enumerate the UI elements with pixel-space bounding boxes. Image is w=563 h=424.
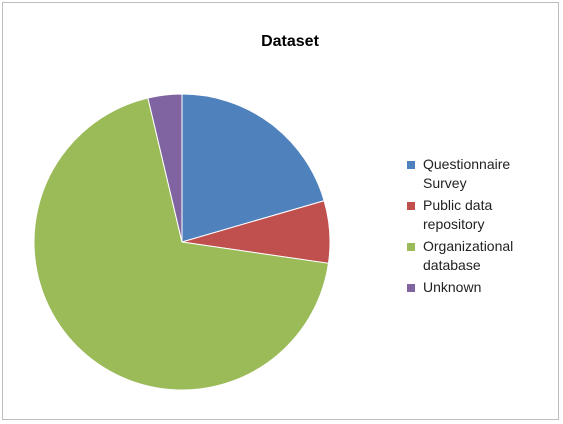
- legend-label: Survey: [423, 175, 467, 191]
- pie-slices: [33, 93, 331, 391]
- legend-label: Public data: [423, 197, 493, 213]
- pie-slice-unknown: [147, 93, 183, 243]
- chart-title: Dataset: [261, 33, 319, 50]
- chart-legend: Questionnaire Survey Public data repository…: [407, 155, 557, 300]
- legend-swatch: [407, 284, 415, 292]
- legend-item: Public data repository: [407, 196, 557, 234]
- legend-label: Questionnaire: [423, 156, 511, 172]
- pie-slice-organizational-database: [33, 97, 330, 391]
- legend-label: Unknown: [423, 279, 482, 295]
- legend-label: database: [423, 257, 481, 273]
- legend-item: Unknown: [407, 278, 557, 297]
- legend-swatch: [407, 161, 415, 169]
- legend-swatch: [407, 202, 415, 210]
- legend-label: Organizational: [423, 238, 514, 254]
- pie-slice-questionnaire-survey: [181, 93, 325, 243]
- legend-item: Organizational database: [407, 237, 557, 275]
- legend-swatch: [407, 243, 415, 251]
- legend-item: Questionnaire Survey: [407, 155, 557, 193]
- legend-label: repository: [423, 216, 485, 232]
